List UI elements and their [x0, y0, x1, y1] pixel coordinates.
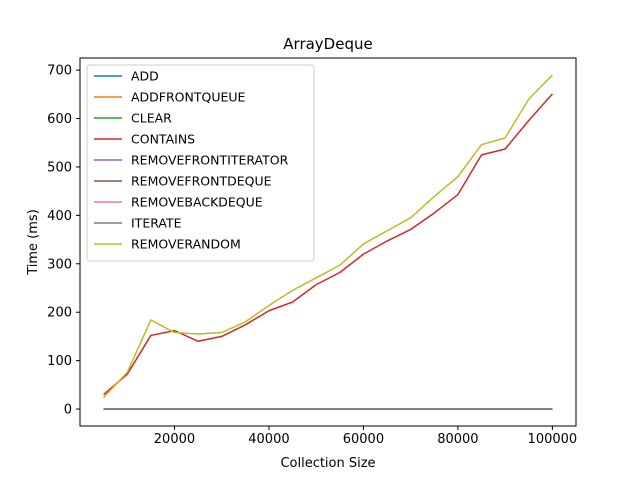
y-tick-label: 500 — [47, 160, 72, 175]
x-axis-label: Collection Size — [280, 456, 375, 471]
x-tick-label: 60000 — [343, 432, 384, 447]
legend-label-removebackdeque: REMOVEBACKDEQUE — [131, 195, 263, 210]
x-tick-label: 40000 — [248, 432, 289, 447]
y-tick-label: 200 — [47, 306, 72, 321]
y-tick-label: 400 — [47, 209, 72, 224]
legend-label-addfrontqueue: ADDFRONTQUEUE — [131, 90, 246, 105]
legend-label-removerandom: REMOVERANDOM — [131, 237, 241, 252]
y-axis: 0 100 200 300 400 500 600 700 — [47, 64, 80, 418]
series-layer — [103, 74, 553, 410]
legend-label-removefrontiterator: REMOVEFRONTITERATOR — [131, 153, 289, 168]
legend-label-iterate: ITERATE — [131, 216, 182, 231]
legend-label-add: ADD — [131, 69, 159, 84]
legend-box — [86, 64, 315, 262]
chart-title: ArrayDeque — [283, 35, 372, 53]
series-line-removerandom — [103, 74, 553, 398]
x-tick-label: 80000 — [437, 432, 478, 447]
legend-label-removefrontdeque: REMOVEFRONTDEQUE — [131, 174, 272, 189]
y-tick-label: 0 — [64, 403, 72, 418]
x-tick-label: 20000 — [154, 432, 195, 447]
x-axis: 20000 40000 60000 80000 100000 — [154, 426, 577, 447]
legend-label-contains: CONTAINS — [131, 132, 195, 147]
legend: ADD ADDFRONTQUEUE CLEAR CONTAINS REMOVEFRONT… — [86, 64, 315, 262]
x-tick-label: 100000 — [528, 432, 578, 447]
y-tick-label: 700 — [47, 64, 72, 79]
y-axis-label: Time (ms) — [26, 209, 41, 276]
y-tick-label: 100 — [47, 354, 72, 369]
legend-label-clear: CLEAR — [131, 111, 172, 126]
axes-frame — [79, 57, 577, 427]
y-tick-label: 600 — [47, 112, 72, 127]
y-tick-label: 300 — [47, 257, 72, 272]
